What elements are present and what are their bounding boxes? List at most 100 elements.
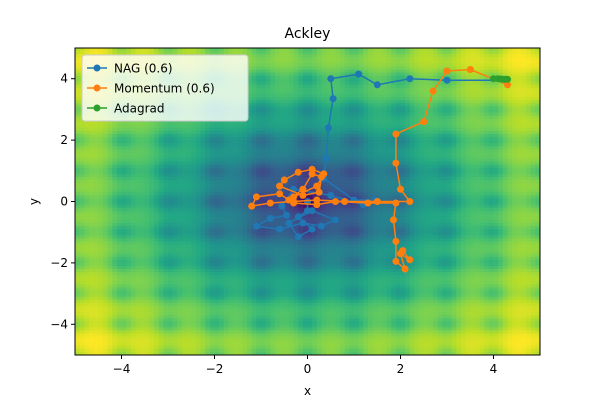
heatmap-cell bbox=[358, 124, 364, 129]
heatmap-cell bbox=[451, 124, 457, 129]
heatmap-cell bbox=[428, 192, 434, 196]
heatmap-cell bbox=[367, 140, 374, 144]
heatmap-cell bbox=[516, 57, 522, 61]
heatmap-cell bbox=[419, 60, 425, 64]
heatmap-cell bbox=[298, 90, 304, 95]
heatmap-cell bbox=[479, 192, 485, 196]
heatmap-cell bbox=[274, 81, 281, 86]
heatmap-cell bbox=[112, 158, 118, 163]
heatmap-cell bbox=[316, 103, 323, 107]
heatmap-cell bbox=[288, 164, 295, 169]
heatmap-cell bbox=[516, 130, 522, 135]
heatmap-cell bbox=[274, 103, 281, 107]
heatmap-cell bbox=[312, 90, 318, 95]
heatmap-cell bbox=[447, 158, 453, 163]
heatmap-cell bbox=[409, 183, 416, 187]
heatmap-cell bbox=[307, 158, 313, 163]
heatmap-cell bbox=[93, 167, 99, 172]
heatmap-cell bbox=[409, 57, 416, 61]
heatmap-cell bbox=[498, 143, 504, 147]
heatmap-cell bbox=[326, 133, 332, 138]
heatmap-cell bbox=[526, 130, 532, 135]
heatmap-cell bbox=[270, 152, 276, 157]
heatmap-cell bbox=[316, 106, 323, 110]
heatmap-cell bbox=[247, 195, 253, 200]
heatmap-cell bbox=[298, 143, 304, 147]
heatmap-cell bbox=[521, 115, 527, 120]
heatmap-cell bbox=[223, 121, 230, 126]
heatmap-cell bbox=[79, 127, 85, 132]
heatmap-cell bbox=[326, 115, 332, 120]
heatmap-cell bbox=[163, 164, 169, 169]
heatmap-cell bbox=[502, 140, 509, 144]
heatmap-cell bbox=[372, 183, 378, 187]
heatmap-cell bbox=[251, 115, 257, 120]
heatmap-cell bbox=[433, 176, 439, 181]
heatmap-cell bbox=[521, 63, 527, 68]
heatmap-cell bbox=[251, 81, 257, 86]
heatmap-cell bbox=[214, 137, 220, 141]
heatmap-cell bbox=[270, 183, 276, 187]
heatmap-cell bbox=[437, 195, 443, 200]
heatmap-cell bbox=[228, 133, 234, 138]
heatmap-cell bbox=[516, 97, 522, 101]
heatmap-cell bbox=[367, 192, 374, 196]
heatmap-cell bbox=[181, 186, 188, 190]
heatmap-cell bbox=[186, 170, 192, 175]
heatmap-cell bbox=[154, 198, 160, 203]
heatmap-cell bbox=[247, 103, 253, 107]
heatmap-cell bbox=[88, 173, 95, 178]
heatmap-cell bbox=[419, 158, 425, 163]
heatmap-cell bbox=[79, 51, 85, 55]
heatmap-cell bbox=[442, 63, 448, 68]
heatmap-cell bbox=[498, 130, 504, 135]
heatmap-cell bbox=[288, 161, 295, 166]
heatmap-cell bbox=[474, 195, 481, 200]
heatmap-cell bbox=[377, 186, 383, 190]
heatmap-cell bbox=[386, 81, 392, 86]
heatmap-cell bbox=[335, 130, 341, 135]
heatmap-cell bbox=[447, 48, 453, 52]
heatmap-cell bbox=[437, 137, 443, 141]
heatmap-cell bbox=[433, 94, 439, 98]
heatmap-cell bbox=[465, 170, 471, 175]
heatmap-cell bbox=[354, 195, 360, 200]
heatmap-cell bbox=[535, 173, 540, 178]
heatmap-cell bbox=[298, 72, 304, 77]
heatmap-cell bbox=[284, 115, 290, 120]
heatmap-cell bbox=[516, 127, 522, 132]
heatmap-cell bbox=[414, 115, 420, 120]
heatmap-cell bbox=[293, 106, 299, 110]
heatmap-cell bbox=[479, 66, 485, 71]
heatmap-cell bbox=[488, 137, 495, 141]
heatmap-cell bbox=[344, 183, 350, 187]
heatmap-cell bbox=[498, 152, 504, 157]
heatmap-cell bbox=[242, 127, 248, 132]
heatmap-cell bbox=[116, 133, 123, 138]
heatmap-cell bbox=[479, 60, 485, 64]
heatmap-cell bbox=[200, 137, 206, 141]
heatmap-cell bbox=[293, 118, 299, 123]
heatmap-cell bbox=[465, 133, 471, 138]
heatmap-cell bbox=[423, 161, 429, 166]
heatmap-cell bbox=[456, 100, 462, 104]
heatmap-cell bbox=[144, 152, 150, 157]
heatmap-cell bbox=[200, 133, 206, 138]
heatmap-cell bbox=[288, 109, 295, 114]
heatmap-cell bbox=[340, 60, 346, 64]
heatmap-cell bbox=[507, 72, 513, 77]
heatmap-cell bbox=[526, 195, 532, 200]
heatmap-cell bbox=[209, 170, 216, 175]
heatmap-cell bbox=[414, 69, 420, 74]
heatmap-cell bbox=[112, 130, 118, 135]
heatmap-cell bbox=[293, 81, 299, 86]
heatmap-cell bbox=[75, 130, 81, 135]
heatmap-cell bbox=[126, 152, 132, 157]
heatmap-cell bbox=[498, 81, 504, 86]
heatmap-cell bbox=[493, 152, 499, 157]
heatmap-cell bbox=[335, 143, 341, 147]
heatmap-cell bbox=[377, 87, 383, 92]
heatmap-cell bbox=[419, 164, 425, 169]
heatmap-cell bbox=[437, 103, 443, 107]
heatmap-cell bbox=[349, 57, 355, 61]
